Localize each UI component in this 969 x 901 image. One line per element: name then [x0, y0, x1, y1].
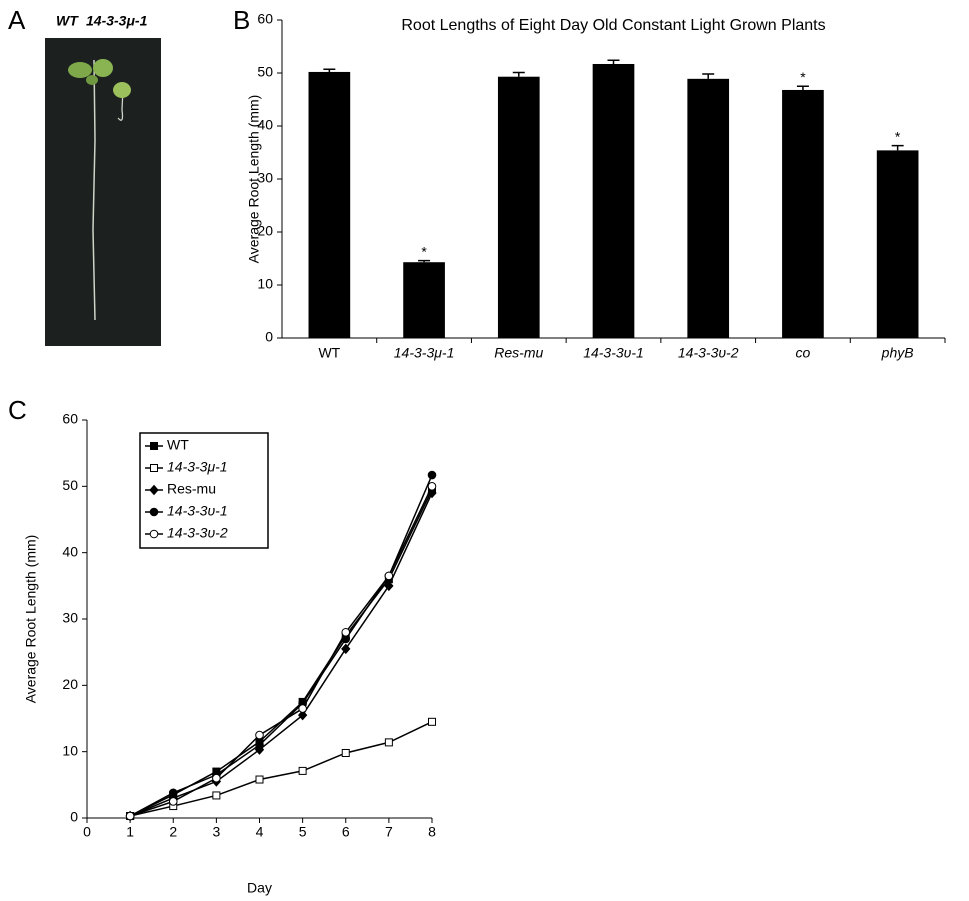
bar: [308, 71, 351, 338]
x-tick-label: phyB: [881, 345, 914, 361]
series-line: [129, 486, 433, 817]
legend-label: Res-mu: [167, 481, 216, 497]
error-bar: [702, 73, 715, 79]
x-tick-label: 1: [126, 824, 134, 840]
y-tick-label: 50: [62, 477, 78, 493]
y-tick-label: 40: [257, 117, 273, 133]
x-tick-label: 4: [256, 824, 264, 840]
x-tick-label: 0: [83, 824, 91, 840]
y-axis-label: Average Root Length (mm): [246, 95, 262, 264]
marker: [212, 773, 221, 783]
marker: [341, 748, 350, 757]
marker: [341, 627, 351, 637]
y-tick-label: 30: [62, 610, 78, 626]
error-bar: [512, 71, 525, 77]
y-tick-label: 20: [257, 223, 273, 239]
bar: [782, 89, 824, 339]
marker: [149, 529, 159, 539]
x-tick-label: 5: [299, 824, 307, 840]
y-tick-label: 60: [62, 411, 78, 427]
y-tick-label: 40: [62, 543, 78, 559]
marker: [427, 470, 437, 480]
marker: [384, 580, 394, 592]
x-tick-label: 14-3-3υ-1: [583, 345, 644, 361]
marker: [384, 571, 394, 581]
x-tick-label: 14-3-3μ-1: [394, 345, 455, 361]
bar: [687, 78, 730, 338]
marker: [149, 484, 159, 496]
bar: [403, 262, 445, 338]
y-tick-label: 0: [70, 809, 78, 825]
photo: [45, 38, 161, 346]
marker: [298, 766, 307, 775]
bar: [592, 63, 635, 339]
panel-letter: B: [233, 5, 250, 35]
legend-label: 14-3-3υ-2: [167, 525, 228, 541]
x-axis-label: Day: [247, 880, 272, 896]
panel-letter: A: [8, 5, 26, 35]
marker: [168, 788, 178, 798]
x-tick-label: 6: [342, 824, 350, 840]
marker: [428, 717, 436, 726]
x-tick-label: 3: [212, 824, 220, 840]
series-line: [129, 492, 433, 817]
significance-marker: *: [895, 128, 901, 144]
error-bar: [891, 144, 904, 151]
marker: [212, 791, 221, 800]
legend-label: 14-3-3μ-1: [167, 459, 228, 475]
panel-letter: C: [8, 395, 27, 425]
marker: [297, 709, 308, 721]
series-line: [129, 721, 433, 817]
y-tick-label: 50: [257, 64, 273, 80]
marker: [427, 482, 437, 491]
y-tick-label: 20: [62, 676, 78, 692]
y-axis-label: Average Root Length (mm): [23, 535, 39, 704]
bar: [876, 150, 919, 338]
x-tick-label: 8: [428, 824, 436, 840]
x-tick-label: 2: [169, 824, 177, 840]
marker: [168, 797, 178, 806]
x-tick-label: WT: [318, 345, 340, 361]
x-tick-label: Res-mu: [494, 345, 543, 361]
significance-marker: *: [421, 243, 427, 259]
error-bar: [418, 259, 431, 263]
y-tick-label: 60: [257, 11, 273, 27]
legend-label: WT: [167, 437, 189, 453]
y-tick-label: 10: [62, 742, 78, 758]
marker: [341, 643, 351, 655]
x-tick-label: 7: [385, 824, 393, 840]
y-tick-label: 30: [257, 170, 273, 186]
x-tick-label: 14-3-3υ-2: [678, 345, 739, 361]
error-bar: [607, 59, 620, 64]
y-tick-label: 10: [257, 276, 273, 292]
marker: [150, 464, 158, 472]
error-bar: [323, 68, 336, 72]
bar: [497, 76, 540, 339]
photo-caption: WT: [56, 13, 79, 29]
marker: [384, 738, 393, 747]
marker: [255, 730, 264, 740]
legend-label: 14-3-3υ-1: [167, 503, 228, 519]
marker: [149, 507, 159, 517]
y-tick-label: 0: [265, 329, 273, 345]
marker: [150, 442, 158, 450]
marker: [255, 740, 264, 750]
photo-caption: 14-3-3μ-1: [86, 13, 148, 29]
error-bar: [796, 85, 809, 90]
chart-title: Root Lengths of Eight Day Old Constant L…: [401, 17, 825, 34]
marker: [298, 704, 307, 713]
x-tick-label: co: [796, 345, 811, 361]
marker: [255, 775, 264, 784]
marker: [125, 811, 135, 821]
significance-marker: *: [800, 69, 806, 85]
